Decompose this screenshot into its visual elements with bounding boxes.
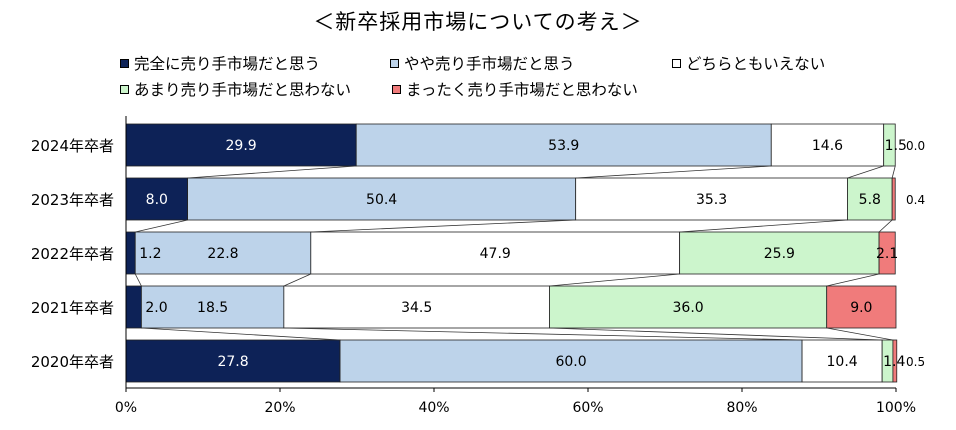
x-tick-label: 20% (264, 400, 295, 416)
data-label: 29.9 (226, 138, 257, 154)
legend-label: あまり売り手市場だと思わない (134, 81, 352, 99)
data-label: 25.9 (764, 246, 795, 262)
chart-title: ＜新卒採用市場についての考え＞ (313, 10, 643, 34)
bar-segment (187, 177, 577, 221)
data-label: 1.2 (139, 246, 161, 262)
legend-swatch (120, 84, 129, 94)
category-label: 2023年卒者 (31, 191, 114, 209)
series-connector-line (679, 219, 848, 233)
bar-segment (770, 123, 885, 167)
series-connector-line (847, 165, 884, 179)
bar-segment (310, 231, 681, 275)
data-label: 1.4 (883, 354, 905, 370)
bar-segment (125, 339, 341, 383)
series-connector-line (283, 327, 803, 341)
data-label: 1.5 (885, 138, 907, 154)
data-label: 18.5 (197, 300, 228, 316)
x-tick-label: 80% (726, 400, 757, 416)
bar-segment (826, 285, 897, 329)
legend-swatch (672, 58, 681, 68)
x-tick-label: 0% (115, 400, 137, 416)
data-label: 60.0 (555, 354, 586, 370)
series-connector-line (135, 219, 188, 233)
series-connector-line (549, 273, 680, 287)
legend-item: どちらともいえない (672, 52, 825, 74)
series-connector-line (134, 273, 142, 287)
series-connector-line (187, 165, 357, 179)
data-label: 2.0 (145, 300, 167, 316)
legend-label: まったく売り手市場だと思わない (406, 81, 638, 99)
bar-segment (847, 177, 893, 221)
data-label: 8.0 (146, 192, 168, 208)
data-label: 0.4 (906, 193, 925, 207)
series-connector-line (891, 165, 896, 179)
bar-segment (283, 285, 550, 329)
data-label: 0.0 (906, 139, 925, 153)
data-label: 5.8 (859, 192, 881, 208)
legend-label: どちらともいえない (686, 55, 826, 73)
series-connector-line (141, 327, 341, 341)
bar-segment (892, 339, 898, 383)
category-label: 2022年卒者 (31, 245, 114, 263)
bar-segment (125, 285, 142, 329)
bar-segment (134, 231, 312, 275)
legend-label: 完全に売り手市場だと思う (134, 55, 321, 73)
data-label: 50.4 (366, 192, 397, 208)
x-tick-label: 60% (572, 400, 603, 416)
data-label: 34.5 (401, 300, 432, 316)
series-connector-line (575, 165, 772, 179)
bar-segment (575, 177, 848, 221)
x-tick-label: 40% (418, 400, 449, 416)
data-label: 22.8 (207, 246, 238, 262)
bar-segment (891, 177, 896, 221)
legend-label: やや売り手市場だと思う (404, 55, 575, 73)
data-label: 47.9 (480, 246, 511, 262)
category-label: 2024年卒者 (31, 137, 114, 155)
legend-item: やや売り手市場だと思う (390, 52, 575, 74)
series-connector-line (283, 273, 311, 287)
bar-segment (549, 285, 828, 329)
series-connector-line (310, 219, 576, 233)
bar-segment (339, 339, 803, 383)
legend-item: あまり売り手市場だと思わない (120, 78, 351, 100)
bar-segment (878, 231, 896, 275)
legend-item: 完全に売り手市場だと思う (120, 52, 320, 74)
legend-swatch (390, 58, 399, 68)
category-label: 2021年卒者 (31, 299, 114, 317)
data-label: 2.1 (876, 246, 898, 262)
series-connector-line (826, 327, 893, 341)
data-label: 35.3 (696, 192, 727, 208)
series-connector-line (549, 327, 883, 341)
bar-segment (679, 231, 880, 275)
legend-swatch (392, 84, 401, 94)
legend-swatch (120, 58, 129, 68)
data-label: 53.9 (548, 138, 579, 154)
series-connector-line (826, 273, 880, 287)
data-label: 27.8 (217, 354, 248, 370)
x-tick-label: 100% (876, 400, 916, 416)
bar-segment (125, 231, 136, 275)
data-label: 36.0 (673, 300, 704, 316)
data-label: 10.4 (827, 354, 858, 370)
data-label: 0.5 (906, 355, 925, 369)
bar-segment (140, 285, 285, 329)
bar-segment (355, 123, 772, 167)
series-connector-line (878, 219, 893, 233)
legend-item: まったく売り手市場だと思わない (392, 78, 638, 100)
category-label: 2020年卒者 (31, 353, 114, 371)
data-label: 9.0 (850, 300, 872, 316)
bar-segment (801, 339, 883, 383)
data-label: 14.6 (812, 138, 843, 154)
bar-segment (883, 123, 896, 167)
